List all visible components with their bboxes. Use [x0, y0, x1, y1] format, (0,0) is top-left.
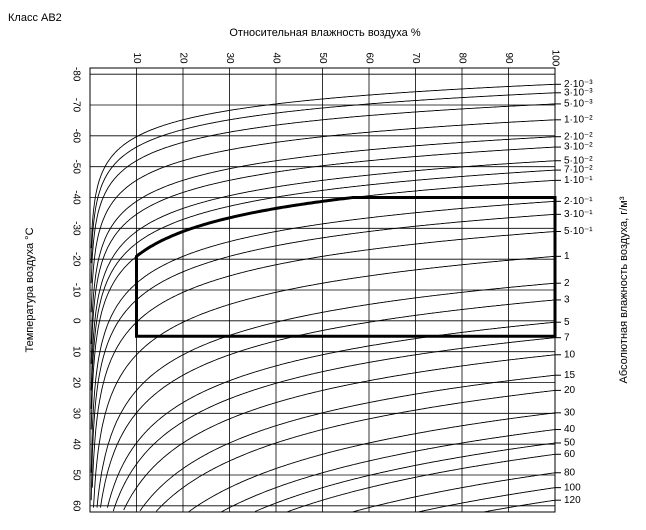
- y2-tick-label: 5·10⁻¹: [564, 226, 593, 237]
- humidity-curve: [90, 160, 556, 391]
- y2-tick-label: 3·10⁻²: [564, 142, 593, 153]
- humidity-curve: [90, 119, 556, 313]
- y2-tick-label: 20: [564, 385, 576, 396]
- humidity-curve: [90, 200, 556, 473]
- y2-tick-label: 3·10⁻¹: [564, 209, 593, 220]
- chart-title: Класс АВ2: [8, 12, 62, 24]
- y2-tick-label: 3·10⁻³: [564, 87, 593, 98]
- y2-tick-label: 120: [564, 495, 581, 506]
- x-tick-label: 100: [549, 50, 560, 67]
- x-tick-label: 40: [270, 52, 281, 64]
- humidity-curve: [93, 255, 556, 508]
- humidity-curve: [155, 389, 556, 512]
- x-tick-label: 20: [177, 52, 188, 64]
- y2-tick-label: 80: [564, 467, 576, 478]
- humidity-curve: [90, 169, 556, 409]
- x-axis-label: Относительная влажность воздуха %: [229, 27, 420, 39]
- x-tick-label: 80: [456, 52, 467, 64]
- humidity-curve: [188, 412, 556, 513]
- humidity-curve: [352, 472, 556, 513]
- humidity-curve: [90, 103, 556, 284]
- y-tick-label: 60: [70, 500, 81, 512]
- y-tick-label: -40: [70, 190, 81, 205]
- humidity-curve: [90, 146, 555, 364]
- y2-tick-label: 60: [564, 449, 576, 460]
- humidity-curve: [90, 136, 556, 345]
- humidity-curve: [221, 429, 556, 513]
- humidity-curve: [96, 282, 556, 508]
- y2-tick-label: 1: [564, 251, 570, 262]
- class-region: [135, 196, 557, 338]
- y2-tick-label: 40: [564, 424, 576, 435]
- humidity-curve: [123, 354, 556, 511]
- humidity-curve: [90, 83, 555, 249]
- y-tick-label: -10: [70, 283, 81, 298]
- y2-tick-label: 30: [564, 407, 576, 418]
- y-tick-label: 30: [70, 408, 81, 420]
- y-tick-label: 0: [70, 318, 81, 324]
- y-tick-label: -70: [70, 98, 81, 113]
- y2-tick-label: 1·10⁻¹: [564, 175, 593, 186]
- y-tick-label: -50: [70, 159, 81, 174]
- y2-tick-label: 10: [564, 349, 576, 360]
- y-tick-label: -30: [70, 221, 81, 236]
- y2-tick-label: 7: [564, 332, 570, 343]
- humidity-curve: [484, 499, 556, 513]
- y2-tick-label: 100: [564, 482, 581, 493]
- y-tick-label: -60: [70, 129, 81, 144]
- y-tick-label: 10: [70, 346, 81, 358]
- y-tick-label: -20: [70, 252, 81, 267]
- humidity-curve: [91, 231, 556, 488]
- humidity-curve: [90, 92, 555, 264]
- y2-tick-label: 5·10⁻³: [564, 99, 593, 110]
- x-tick-label: 30: [224, 52, 235, 64]
- humidity-curve: [100, 299, 556, 508]
- y2-tick-label: 1·10⁻²: [564, 114, 593, 125]
- y2-tick-label: 2·10⁻¹: [564, 196, 593, 207]
- x-tick-label: 90: [503, 52, 514, 64]
- y2-tick-label: 5·10⁻²: [564, 155, 593, 166]
- y-tick-label: 50: [70, 469, 81, 481]
- y2-tick-label: 50: [564, 438, 576, 449]
- x-tick-label: 70: [410, 52, 421, 64]
- y2-axis-label: Абсолютная влажность воздуха, г/м³: [618, 196, 630, 383]
- humidity-curve: [418, 487, 556, 513]
- y-axis-label: Температура воздуха °С: [24, 227, 36, 352]
- y2-tick-label: 3: [564, 295, 570, 306]
- y2-tick-label: 2·10⁻³: [564, 79, 593, 90]
- humidity-curve: [254, 442, 556, 512]
- x-tick-label: 10: [131, 52, 142, 64]
- y2-tick-label: 5: [564, 317, 570, 328]
- humidity-curve: [287, 453, 556, 513]
- humidity-curve: [112, 337, 556, 512]
- y2-tick-label: 7·10⁻²: [564, 165, 593, 176]
- y-tick-label: 20: [70, 377, 81, 389]
- y-tick-label: -80: [70, 67, 81, 82]
- humidity-curve: [139, 374, 556, 512]
- y2-tick-label: 2: [564, 278, 570, 289]
- y2-tick-label: 15: [564, 370, 576, 381]
- y-tick-label: 40: [70, 439, 81, 451]
- humidity-curve: [90, 213, 556, 501]
- x-tick-label: 60: [363, 52, 374, 64]
- humidity-curve: [106, 321, 556, 508]
- x-tick-label: 50: [317, 52, 328, 64]
- y2-tick-label: 2·10⁻²: [564, 131, 593, 142]
